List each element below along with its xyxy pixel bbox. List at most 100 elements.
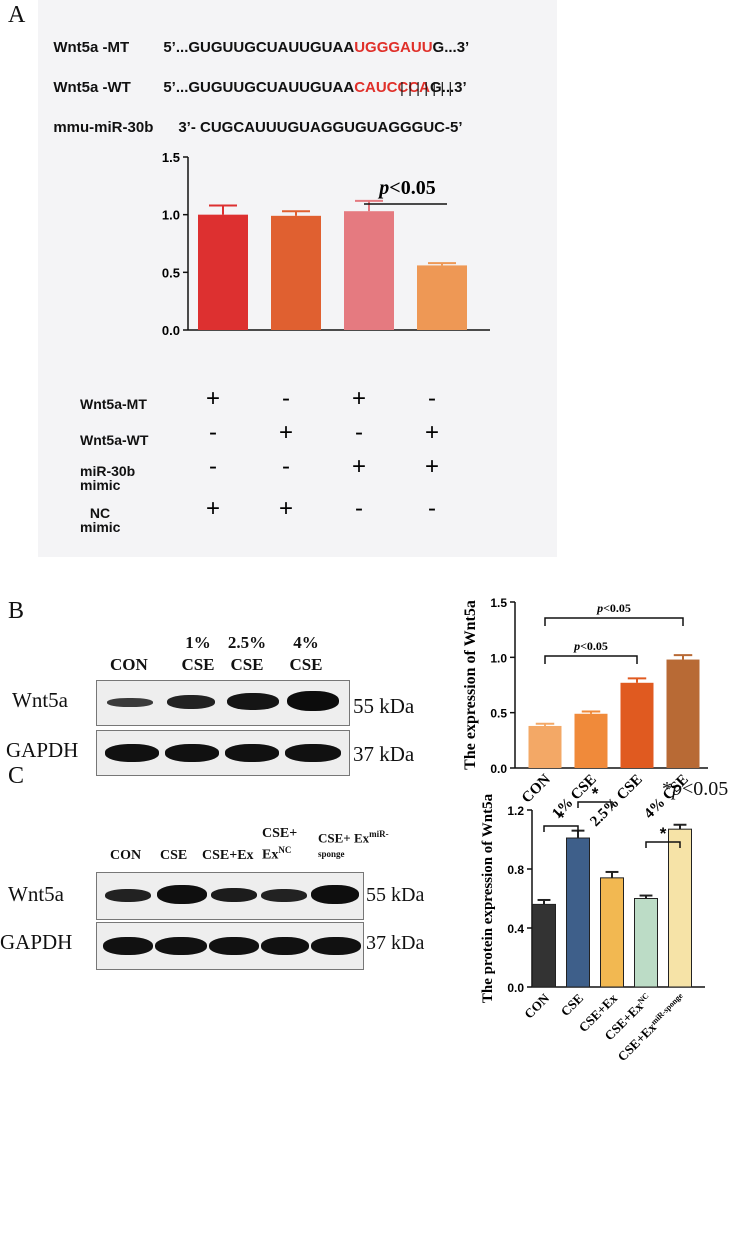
significance-label: *: [558, 808, 565, 827]
band: [227, 693, 279, 710]
sequence-row-mt: Wnt5a -MT: [45, 22, 129, 56]
blot-gapdh: [96, 730, 350, 776]
sequence-wt: 5’...GUGUUGCUAUUGUAACAUCCCAG...3’: [155, 62, 467, 96]
y-tick-label: 1.0: [162, 208, 180, 223]
panel-b-letter: B: [8, 598, 25, 624]
sequence-row-mir: mmu-miR-30b: [45, 102, 153, 136]
significance-bracket: [544, 655, 638, 664]
y-tick-label: 0.5: [162, 265, 180, 280]
sequence-highlight: CAUCCCA: [354, 79, 431, 96]
y-tick-label: 1.0: [490, 651, 507, 665]
sequence-prefix: 3’- CUGCAUUUGUAGGUGUAGGGUC-5’: [178, 119, 463, 136]
bar: [271, 215, 321, 330]
y-axis-label: The expression of Wnt5a: [462, 600, 479, 770]
band: [209, 937, 259, 955]
panel-c-letter: C: [8, 763, 25, 789]
table-row-label: miR-30b mimic: [80, 463, 136, 493]
sequence-name: Wnt5a -MT: [53, 39, 130, 56]
bar: [344, 211, 394, 330]
band: [157, 885, 207, 904]
y-axis-label: The protein expression of Wnt5a: [480, 793, 496, 1003]
bar: [574, 713, 608, 768]
band: [105, 889, 151, 902]
y-tick-label: 1.2: [507, 804, 524, 818]
band: [167, 695, 215, 709]
significance-bracket: [544, 617, 684, 626]
bar: [634, 898, 658, 988]
band: [211, 888, 257, 902]
blot-label: Wnt5a: [12, 688, 68, 712]
sequence-prefix: 5’...GUGUUGCUAUUGUAA: [163, 39, 355, 56]
band: [285, 744, 341, 762]
band: [165, 744, 219, 762]
y-tick-label: 0.5: [490, 707, 507, 721]
table-sign: +: [206, 385, 220, 412]
x-tick-label: CON: [521, 990, 552, 1021]
lane-label: 1% CSE: [181, 633, 215, 674]
table-sign: -: [355, 419, 363, 446]
lane-label: CON: [110, 655, 148, 674]
table-sign: +: [279, 419, 293, 446]
y-tick-label: 0.0: [490, 762, 507, 776]
table-sign: -: [209, 453, 217, 480]
blot-wnt5a: [96, 680, 350, 726]
lane-label: CON: [110, 848, 142, 863]
table-sign: -: [428, 495, 436, 522]
table-sign: +: [206, 495, 220, 522]
table-sign: -: [355, 495, 363, 522]
table-row-label: NC mimic: [80, 505, 121, 535]
sequence-highlight: UGGGAUU: [354, 39, 433, 56]
blot-size: 55 kDa: [353, 694, 415, 718]
band: [261, 937, 309, 955]
bar: [620, 682, 654, 768]
sequence-suffix: G...3’: [430, 79, 467, 96]
significance-label: *: [660, 824, 667, 843]
bar: [600, 877, 624, 988]
y-tick-label: 1.5: [490, 596, 507, 610]
sequence-prefix: 5’...GUGUUGCUAUUGUAA: [163, 79, 355, 96]
lane-label: CSE: [160, 848, 188, 863]
sequence-suffix: G...3’: [432, 39, 470, 56]
panel-a-letter: A: [8, 2, 26, 28]
sequence-mir: 3’- CUGCAUUUGUAGGUGUAGGGUC-5’: [170, 102, 463, 136]
sequence-mt: 5’...GUGUUGCUAUUGUAAUGGGAUUG...3’: [155, 22, 469, 56]
y-tick-label: 0.0: [507, 981, 524, 995]
table-sign: +: [425, 419, 439, 446]
band: [103, 937, 153, 955]
blot-label: GAPDH: [0, 930, 73, 954]
sequence-row-wt: Wnt5a -WT: [45, 62, 131, 96]
blot-size: 37 kDa: [366, 932, 425, 954]
table-sign: -: [282, 453, 290, 480]
band: [311, 937, 361, 955]
bar: [198, 214, 248, 330]
x-tick-label: CSE: [558, 991, 586, 1019]
blot-size: 37 kDa: [353, 742, 415, 766]
lane-label: CSE+ ExmiR-sponge: [318, 829, 389, 860]
band: [311, 885, 359, 904]
y-tick-label: 1.5: [162, 150, 180, 165]
band: [107, 698, 153, 707]
significance-bracket: [645, 841, 681, 848]
blot-size: 55 kDa: [366, 884, 425, 906]
significance-bracket: [577, 801, 613, 808]
sequence-name: Wnt5a -WT: [53, 79, 131, 96]
table-sign: +: [352, 453, 366, 480]
blot-label: Wnt5a: [8, 882, 64, 906]
table-sign: +: [279, 495, 293, 522]
lane-label: CSE+Ex: [202, 848, 254, 863]
table-row-label: Wnt5a-WT: [80, 432, 149, 448]
lane-label: 2.5% CSE: [227, 633, 267, 674]
blot-label: GAPDH: [6, 738, 79, 762]
table-sign: +: [352, 385, 366, 412]
bar: [668, 828, 692, 988]
sequence-name: mmu-miR-30b: [53, 119, 154, 136]
band: [155, 937, 207, 955]
significance-label: p<0.05: [573, 639, 608, 653]
bar: [528, 725, 562, 768]
band: [261, 889, 307, 902]
significance-label: *: [592, 784, 599, 803]
table-sign: -: [282, 385, 290, 412]
significance-label: p<0.05: [596, 601, 631, 615]
bar: [417, 265, 467, 330]
